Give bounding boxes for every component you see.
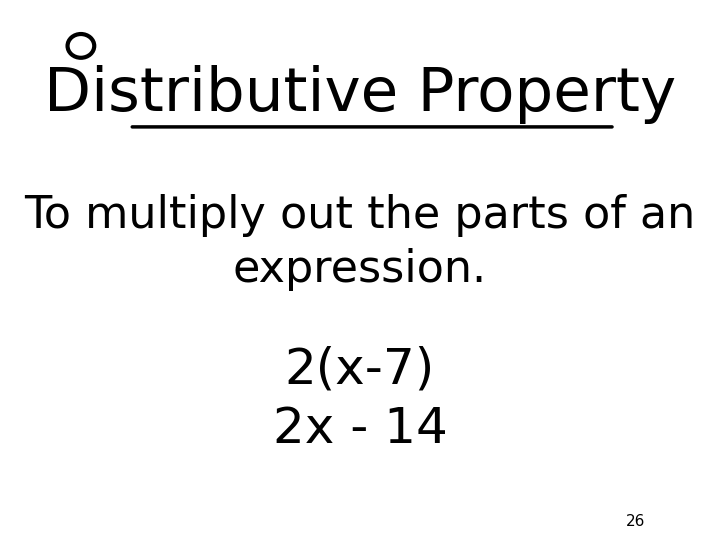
Text: expression.: expression. [233, 248, 487, 292]
Text: Distributive Property: Distributive Property [44, 65, 676, 124]
Text: 2x - 14: 2x - 14 [273, 405, 447, 453]
Text: 2(x-7): 2(x-7) [285, 346, 435, 394]
Text: 26: 26 [626, 514, 645, 529]
Text: To multiply out the parts of an: To multiply out the parts of an [24, 194, 696, 238]
